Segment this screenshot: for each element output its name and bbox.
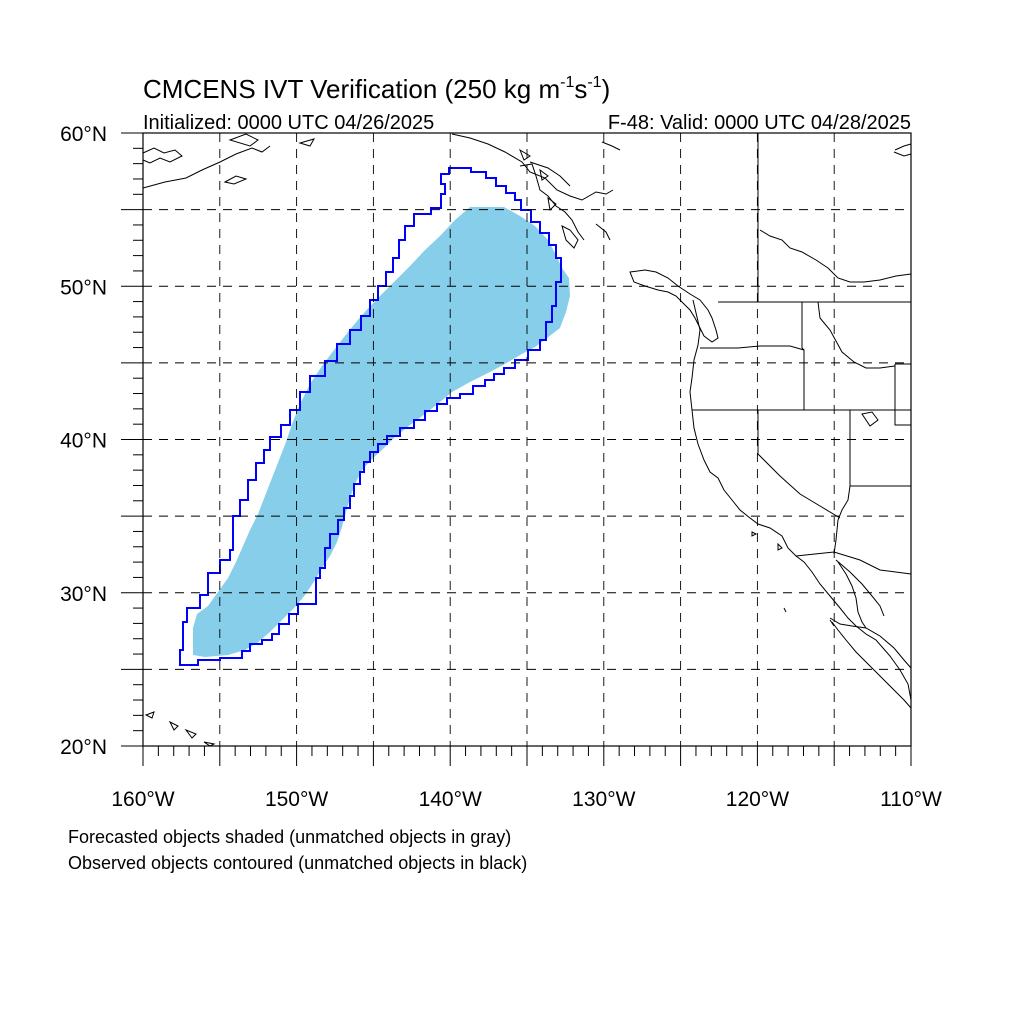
legend-forecast-note: Forecasted objects shaded (unmatched obj…: [68, 827, 512, 847]
lon-tick-label: 130°W: [572, 788, 635, 811]
lon-tick-label: 110°W: [880, 788, 942, 811]
lon-tick-label: 120°W: [726, 788, 789, 811]
lat-tick-label: 60°N: [60, 123, 107, 146]
forecast-object: [193, 207, 570, 657]
title-sup-1: -1: [560, 74, 574, 91]
lon-tick-label: 160°W: [111, 788, 174, 811]
lat-tick-label: 30°N: [60, 583, 107, 606]
initialized-label: Initialized: 0000 UTC 04/26/2025: [143, 112, 434, 134]
graticule: [143, 133, 911, 746]
coastlines: [142, 133, 912, 747]
valid-label: F-48: Valid: 0000 UTC 04/28/2025: [608, 112, 911, 134]
observed-contour: [179, 167, 562, 666]
title-sup-2: -1: [587, 74, 601, 91]
title-main: CMCENS IVT Verification (250 kg m: [143, 74, 560, 104]
map-frame: [142, 132, 912, 747]
lon-tick-label: 150°W: [265, 788, 328, 811]
axis-labels: 160°W 150°W 140°W 130°W 120°W 110°W 20°N 30°N 40…: [60, 123, 942, 811]
lat-tick-label: 50°N: [60, 276, 107, 299]
legend-observed-note: Observed objects contoured (unmatched ob…: [68, 853, 528, 873]
map-title: CMCENS IVT Verification (250 kg m-1s-1): [143, 74, 610, 104]
political-borders: [529, 133, 912, 575]
lat-tick-label: 40°N: [60, 430, 107, 453]
lon-tick-label: 140°W: [419, 788, 482, 811]
lat-tick-label: 20°N: [60, 736, 107, 759]
map-area: [142, 133, 912, 747]
title-end: ): [602, 74, 611, 104]
axis-ticks: [121, 132, 912, 766]
title-mid: s: [574, 74, 587, 104]
